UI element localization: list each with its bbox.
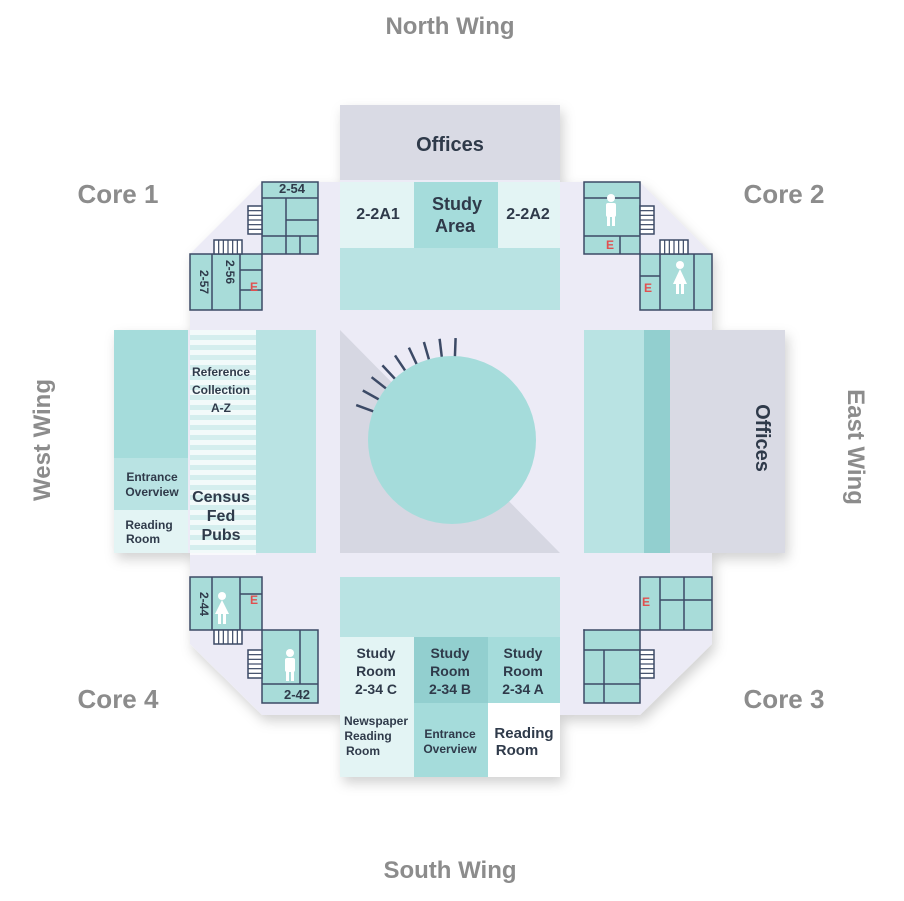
south-wing-label: South Wing [383,857,516,884]
census-label-3: Pubs [201,527,240,544]
east-stacks[interactable] [584,330,644,553]
study-c-label-3: 2-34 C [355,681,397,697]
room-2-2a1-label: 2-2A1 [356,206,400,223]
north-offices-block[interactable] [340,105,560,180]
core-3-stairs [583,629,655,679]
west-entrance-label-1: Entrance [126,470,178,484]
newspaper-label-3: Room [346,744,380,758]
south-entrance-label-1: Entrance [424,727,476,741]
core-2-stairs [639,205,689,255]
study-a-label-2: Room [503,663,543,679]
north-stacks[interactable] [340,248,560,310]
core-4-label: Core 4 [78,684,159,714]
core-2-label: Core 2 [744,179,825,209]
core-4-elevator-label: E [250,593,258,607]
core-3-elevator-label: E [642,595,650,609]
restroom-male-icon-core-2 [606,194,616,226]
study-c-label-2: Room [356,663,396,679]
reference-collection-shelves[interactable] [190,330,256,555]
reference-label-3: A-Z [211,401,231,415]
core-4-stairs [213,629,263,679]
census-label-1: Census [192,489,250,506]
west-entrance-label-2: Overview [125,485,179,499]
east-offices-block[interactable] [670,330,785,553]
room-2-56-label: 2-56 [223,260,237,284]
study-b-label-1: Study [431,645,470,661]
west-wing-label: West Wing [29,379,56,501]
core-2-elevator-label-2: E [644,281,652,295]
south-entrance-label-2: Overview [423,742,477,756]
study-area-label-2: Area [435,216,476,236]
west-entrance-overview[interactable] [114,458,188,510]
reference-label-2: Collection [192,383,250,397]
restroom-female-icon-core-4 [215,592,229,624]
reference-label-1: Reference [192,365,250,379]
study-area-label-1: Study [432,194,482,214]
core-2-elevator-label-1: E [606,238,614,252]
restroom-female-icon-core-2 [673,261,687,294]
study-a-label-1: Study [504,645,543,661]
south-reading-label-1: Reading [494,725,553,742]
north-offices-label: Offices [416,134,484,156]
south-stacks[interactable] [340,577,560,637]
room-2-2a1[interactable] [340,182,414,248]
restroom-male-icon-core-4 [285,649,295,681]
west-reading-label-2: Room [126,532,160,546]
core-3-label: Core 3 [744,684,825,714]
room-2-54-label: 2-54 [279,181,306,196]
south-reading-room[interactable] [488,703,560,777]
room-2-42-label: 2-42 [284,687,310,702]
room-2-44-label: 2-44 [197,592,211,616]
room-2-2a2-label: 2-2A2 [506,206,550,223]
north-wing-label: North Wing [385,13,514,40]
core-4-rooms[interactable] [189,576,319,704]
study-c-label-1: Study [357,645,396,661]
west-inner-stacks[interactable] [256,330,316,553]
study-room-2-34a[interactable] [488,637,560,703]
study-a-label-3: 2-34 A [502,681,544,697]
study-b-label-2: Room [430,663,470,679]
core-1-stairs [213,205,263,255]
room-2-2a2[interactable] [498,182,560,248]
east-strip [644,330,670,553]
newspaper-label-2: Reading [344,729,391,743]
study-room-2-34c[interactable] [340,637,414,703]
south-reading-label-2: Room [496,742,539,759]
newspaper-label-1: Newspaper [344,714,408,728]
atrium-circle [368,356,536,524]
north-study-area[interactable] [414,182,498,248]
core-3-rooms[interactable] [583,576,713,704]
newspaper-reading-room[interactable] [340,703,414,777]
core-1-rooms[interactable] [189,181,319,311]
study-b-label-3: 2-34 B [429,681,471,697]
east-wing-label: East Wing [842,389,869,505]
core-1-label: Core 1 [78,179,159,209]
core-1-elevator-label: E [250,280,258,294]
east-offices-label: Offices [751,404,773,472]
west-reading-room[interactable] [114,510,188,553]
census-label-2: Fed [207,508,235,525]
room-2-57-label: 2-57 [197,270,211,294]
study-room-2-34b[interactable] [414,637,488,703]
south-entrance-overview[interactable] [414,703,488,777]
west-stacks[interactable] [114,330,188,458]
west-reading-label-1: Reading [125,518,172,532]
